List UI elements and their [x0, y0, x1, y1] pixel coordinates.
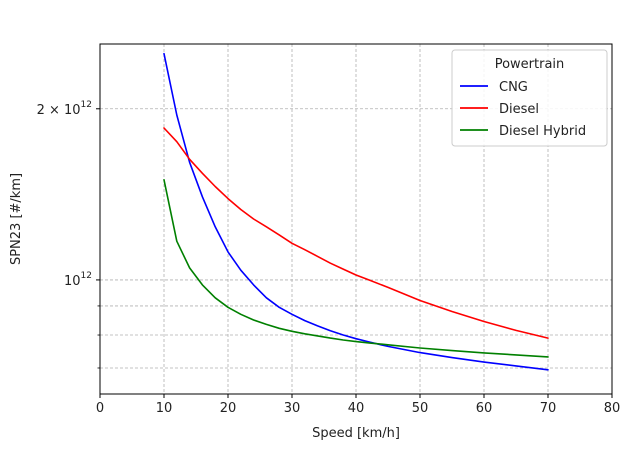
x-tick-label: 30	[284, 401, 301, 416]
legend-entry-label: Diesel	[499, 102, 539, 117]
x-tick-label: 40	[348, 401, 365, 416]
series-line-diesel-hybrid	[163, 179, 549, 358]
x-tick-label: 0	[96, 401, 104, 416]
x-tick-label: 60	[476, 401, 493, 416]
legend-title: Powertrain	[495, 57, 565, 72]
series-lines	[163, 52, 549, 371]
y-tick-label: 1012	[64, 271, 92, 289]
legend-entry-label: CNG	[499, 80, 528, 95]
y-axis-label: SPN23 [#/km]	[9, 173, 24, 265]
series-line-diesel	[163, 127, 549, 339]
x-tick-label: 50	[412, 401, 429, 416]
x-tick-label: 70	[540, 401, 557, 416]
x-axis-label: Speed [km/h]	[312, 426, 400, 441]
legend-box	[451, 49, 608, 147]
legend: Powertrain CNG Diesel Diesel Hybrid	[451, 49, 608, 147]
legend-entry-label: Diesel Hybrid	[499, 124, 586, 139]
axis-ticks: 0 10 20 30 40 50 60 70 80 1012 2 × 1012	[37, 100, 621, 416]
x-tick-label: 10	[156, 401, 173, 416]
x-tick-label: 20	[220, 401, 237, 416]
x-tick-label: 80	[604, 401, 621, 416]
legend-items: CNG Diesel Diesel Hybrid	[460, 80, 586, 139]
y-tick-label: 2 × 1012	[37, 100, 92, 118]
series-line-cng	[163, 52, 549, 371]
